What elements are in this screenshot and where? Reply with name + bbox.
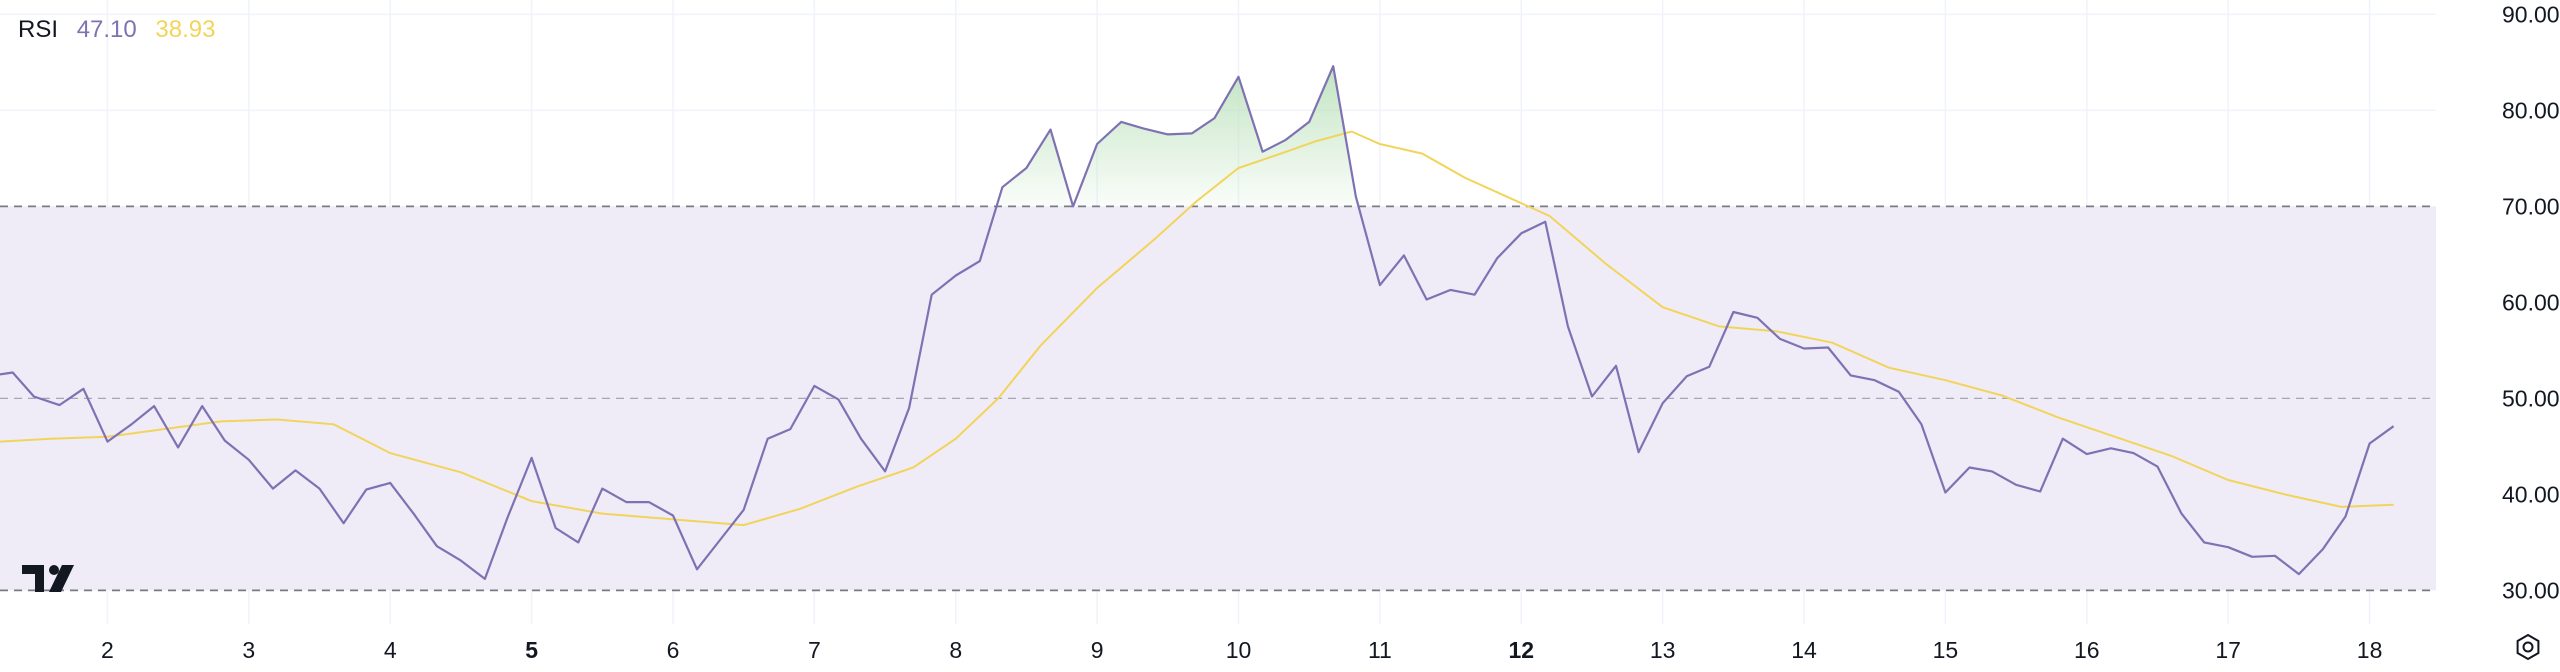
- x-tick-label: 15: [1933, 637, 1959, 663]
- x-tick-label: 11: [1368, 637, 1392, 663]
- overbought-fill: [996, 66, 1359, 207]
- y-tick-label: 80.00: [2502, 97, 2560, 123]
- x-tick-label: 6: [667, 637, 680, 663]
- tradingview-logo-icon[interactable]: [22, 562, 84, 599]
- y-tick-label: 40.00: [2502, 481, 2560, 507]
- x-tick-label: 14: [1791, 637, 1817, 663]
- x-tick-label: 9: [1091, 637, 1104, 663]
- x-tick-label: 8: [949, 637, 962, 663]
- level-lines: [0, 205, 2436, 592]
- x-tick-label: 18: [2357, 637, 2383, 663]
- legend-rsi-value: 47.10: [76, 16, 137, 43]
- x-axis: 2 3 4 5 6 7 8 9 10 11 12 13 14 15 16 17 18: [101, 637, 2382, 663]
- x-tick-label: 17: [2215, 637, 2241, 663]
- x-tick-label: 2: [101, 637, 114, 663]
- y-tick-label: 30.00: [2502, 577, 2560, 603]
- x-tick-label: 3: [242, 637, 255, 663]
- x-tick-label: 7: [808, 637, 821, 663]
- y-tick-label: 90.00: [2502, 1, 2560, 27]
- legend-indicator-name: RSI: [18, 16, 59, 43]
- rsi-line: [0, 65, 2395, 580]
- x-tick-label: 12: [1508, 637, 1534, 663]
- x-tick-label: 16: [2074, 637, 2100, 663]
- y-tick-label: 70.00: [2502, 193, 2560, 219]
- legend-ma-value: 38.93: [155, 16, 216, 43]
- x-tick-label: 13: [1650, 637, 1676, 663]
- y-axis: 90.00 80.00 70.00 60.00 50.00 40.00 30.00: [2502, 1, 2560, 603]
- x-tick-label: 10: [1226, 637, 1252, 663]
- settings-gear-icon[interactable]: [2514, 633, 2542, 666]
- y-tick-label: 60.00: [2502, 289, 2560, 315]
- x-tick-label: 4: [384, 637, 397, 663]
- x-tick-label: 5: [525, 637, 538, 663]
- rsi-ma-line: [0, 130, 2394, 527]
- chart-legend: RSI 47.10 38.93: [18, 16, 227, 44]
- y-tick-label: 50.00: [2502, 385, 2560, 411]
